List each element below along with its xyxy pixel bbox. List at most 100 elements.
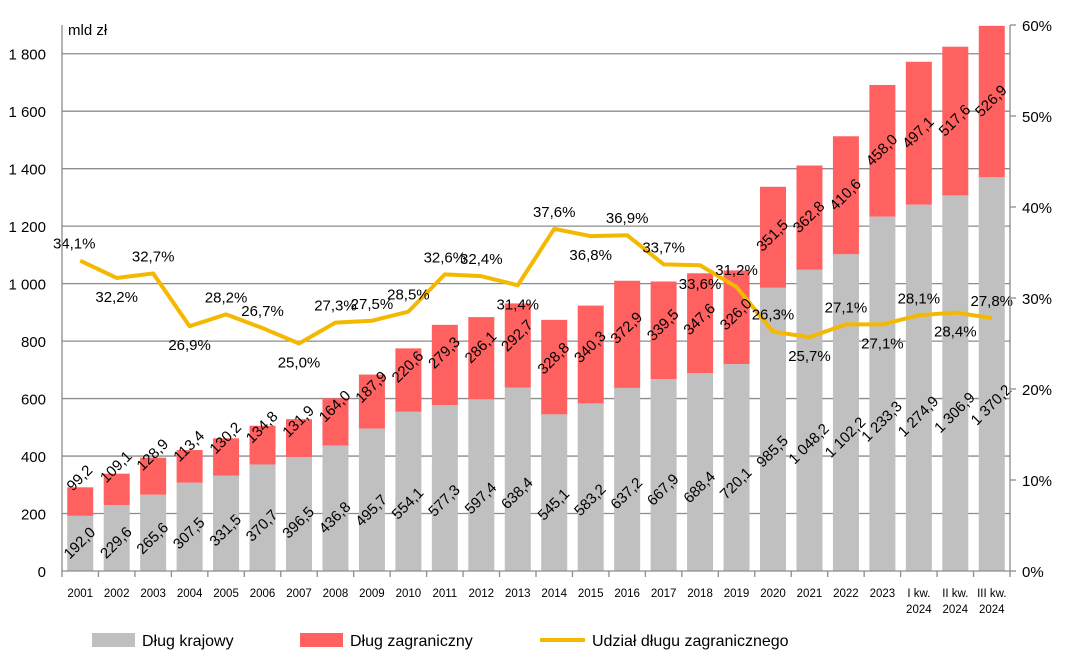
bar-domestic	[358, 428, 385, 571]
bar-foreign	[395, 348, 422, 412]
bar-foreign	[869, 84, 896, 217]
x-tick-label: 2001	[67, 588, 93, 600]
y-tick-label: 1 400	[8, 162, 46, 179]
bar-domestic	[176, 482, 203, 571]
y-tick-label: 600	[21, 392, 46, 409]
x-tick-label: 2016	[614, 588, 640, 600]
data-label-share: 33,6%	[679, 276, 722, 293]
bar-foreign	[322, 398, 349, 446]
bar-foreign	[942, 46, 969, 196]
data-label-share: 26,9%	[168, 337, 211, 354]
bar-domestic	[541, 414, 568, 571]
x-tick-label: 2013	[505, 588, 531, 600]
bar-foreign	[614, 280, 641, 388]
bar-domestic	[431, 405, 458, 571]
y-tick-label: 0	[38, 564, 46, 581]
data-label-share: 36,8%	[569, 247, 612, 264]
legend: Dług krajowy Dług zagraniczny Udział długu…	[92, 633, 789, 650]
data-label-share: 32,7%	[132, 248, 175, 265]
data-label-share: 25,7%	[788, 348, 831, 365]
y2-tick-label: 50%	[1022, 109, 1052, 126]
bar-domestic	[796, 269, 823, 571]
data-label-share: 27,1%	[861, 335, 904, 352]
data-label-share: 28,5%	[387, 287, 430, 304]
data-label-share: 32,6%	[424, 249, 467, 266]
x-tick-label: 2021	[797, 588, 823, 600]
bar-foreign	[832, 136, 859, 255]
legend-swatch-foreign	[300, 633, 343, 647]
legend-label: Dług krajowy	[142, 633, 234, 650]
y2-tick-label: 60%	[1022, 18, 1052, 35]
bar-domestic	[687, 373, 714, 571]
x-tick-label: 2015	[578, 588, 604, 600]
data-label-share: 32,4%	[460, 251, 503, 268]
x-tick-label: 2018	[687, 588, 713, 600]
bar-foreign	[140, 457, 167, 495]
bar-domestic	[322, 445, 349, 571]
bar-foreign	[577, 305, 604, 404]
bar-domestic	[760, 287, 786, 571]
y-axis-label: mld zł	[68, 22, 108, 39]
x-tick-label: II kw.	[942, 588, 968, 600]
data-label-share: 31,4%	[496, 296, 539, 313]
x-tick-label: 2005	[213, 588, 239, 600]
bar-domestic	[468, 399, 495, 571]
y-tick-label: 1 800	[8, 47, 46, 64]
y-tick-label: 1 000	[8, 277, 46, 294]
x-tick-label: 2009	[359, 588, 385, 600]
bar-foreign	[358, 374, 385, 429]
data-label-share: 26,3%	[752, 307, 795, 324]
x-tick-label: 2007	[286, 588, 312, 600]
data-label-share: 27,1%	[825, 299, 868, 316]
bar-foreign	[103, 473, 130, 506]
x-tick-label: 2003	[140, 588, 166, 600]
y-tick-label: 1 200	[8, 219, 46, 236]
bar-domestic	[213, 475, 240, 571]
bar-domestic	[614, 387, 641, 571]
x-tick-label: III kw.	[977, 588, 1006, 600]
x-tick-label: 2012	[469, 588, 495, 600]
bar-domestic	[140, 494, 167, 571]
y-tick-label: 400	[21, 449, 46, 466]
bar-foreign	[67, 487, 94, 516]
bar-foreign	[431, 324, 458, 406]
x-tick-label: 2002	[104, 588, 130, 600]
bar-domestic	[67, 515, 94, 571]
data-label-share: 36,9%	[606, 210, 649, 227]
x-tick-label: 2024	[943, 604, 969, 616]
x-tick-label: 2022	[833, 588, 859, 600]
data-label-share: 28,1%	[898, 290, 941, 307]
x-tick-label: 2024	[979, 604, 1005, 616]
bar-domestic	[650, 379, 677, 571]
bar-foreign	[796, 165, 823, 270]
x-tick-label: 2017	[651, 588, 677, 600]
x-tick-label: 2023	[870, 588, 896, 600]
x-tick-label: 2008	[323, 588, 349, 600]
x-tick-label: I kw.	[907, 588, 930, 600]
bar-domestic	[286, 457, 312, 571]
bar-domestic	[103, 505, 130, 571]
bar-domestic	[395, 411, 422, 571]
x-tick-label: 2024	[906, 604, 932, 616]
y2-tick-label: 40%	[1022, 200, 1052, 217]
bar-domestic	[832, 254, 859, 572]
bar-foreign	[760, 186, 786, 288]
bar-foreign	[286, 419, 312, 458]
bar-foreign	[468, 317, 495, 400]
legend-label: Dług zagraniczny	[350, 633, 473, 650]
bar-domestic	[978, 177, 1005, 571]
legend-label: Udział długu zagranicznego	[592, 633, 789, 650]
y2-tick-label: 30%	[1022, 291, 1052, 308]
data-label-share: 25,0%	[278, 355, 321, 372]
bar-domestic	[869, 216, 896, 571]
data-label-share: 37,6%	[533, 204, 576, 221]
x-tick-label: 2020	[760, 588, 786, 600]
bar-foreign	[249, 425, 276, 465]
bar-foreign	[504, 303, 531, 388]
share-line	[79, 226, 993, 346]
x-tick-label: 2011	[432, 588, 457, 600]
data-label-share: 27,5%	[351, 296, 394, 313]
y-tick-label: 800	[21, 334, 46, 351]
legend-swatch-domestic	[92, 633, 135, 647]
